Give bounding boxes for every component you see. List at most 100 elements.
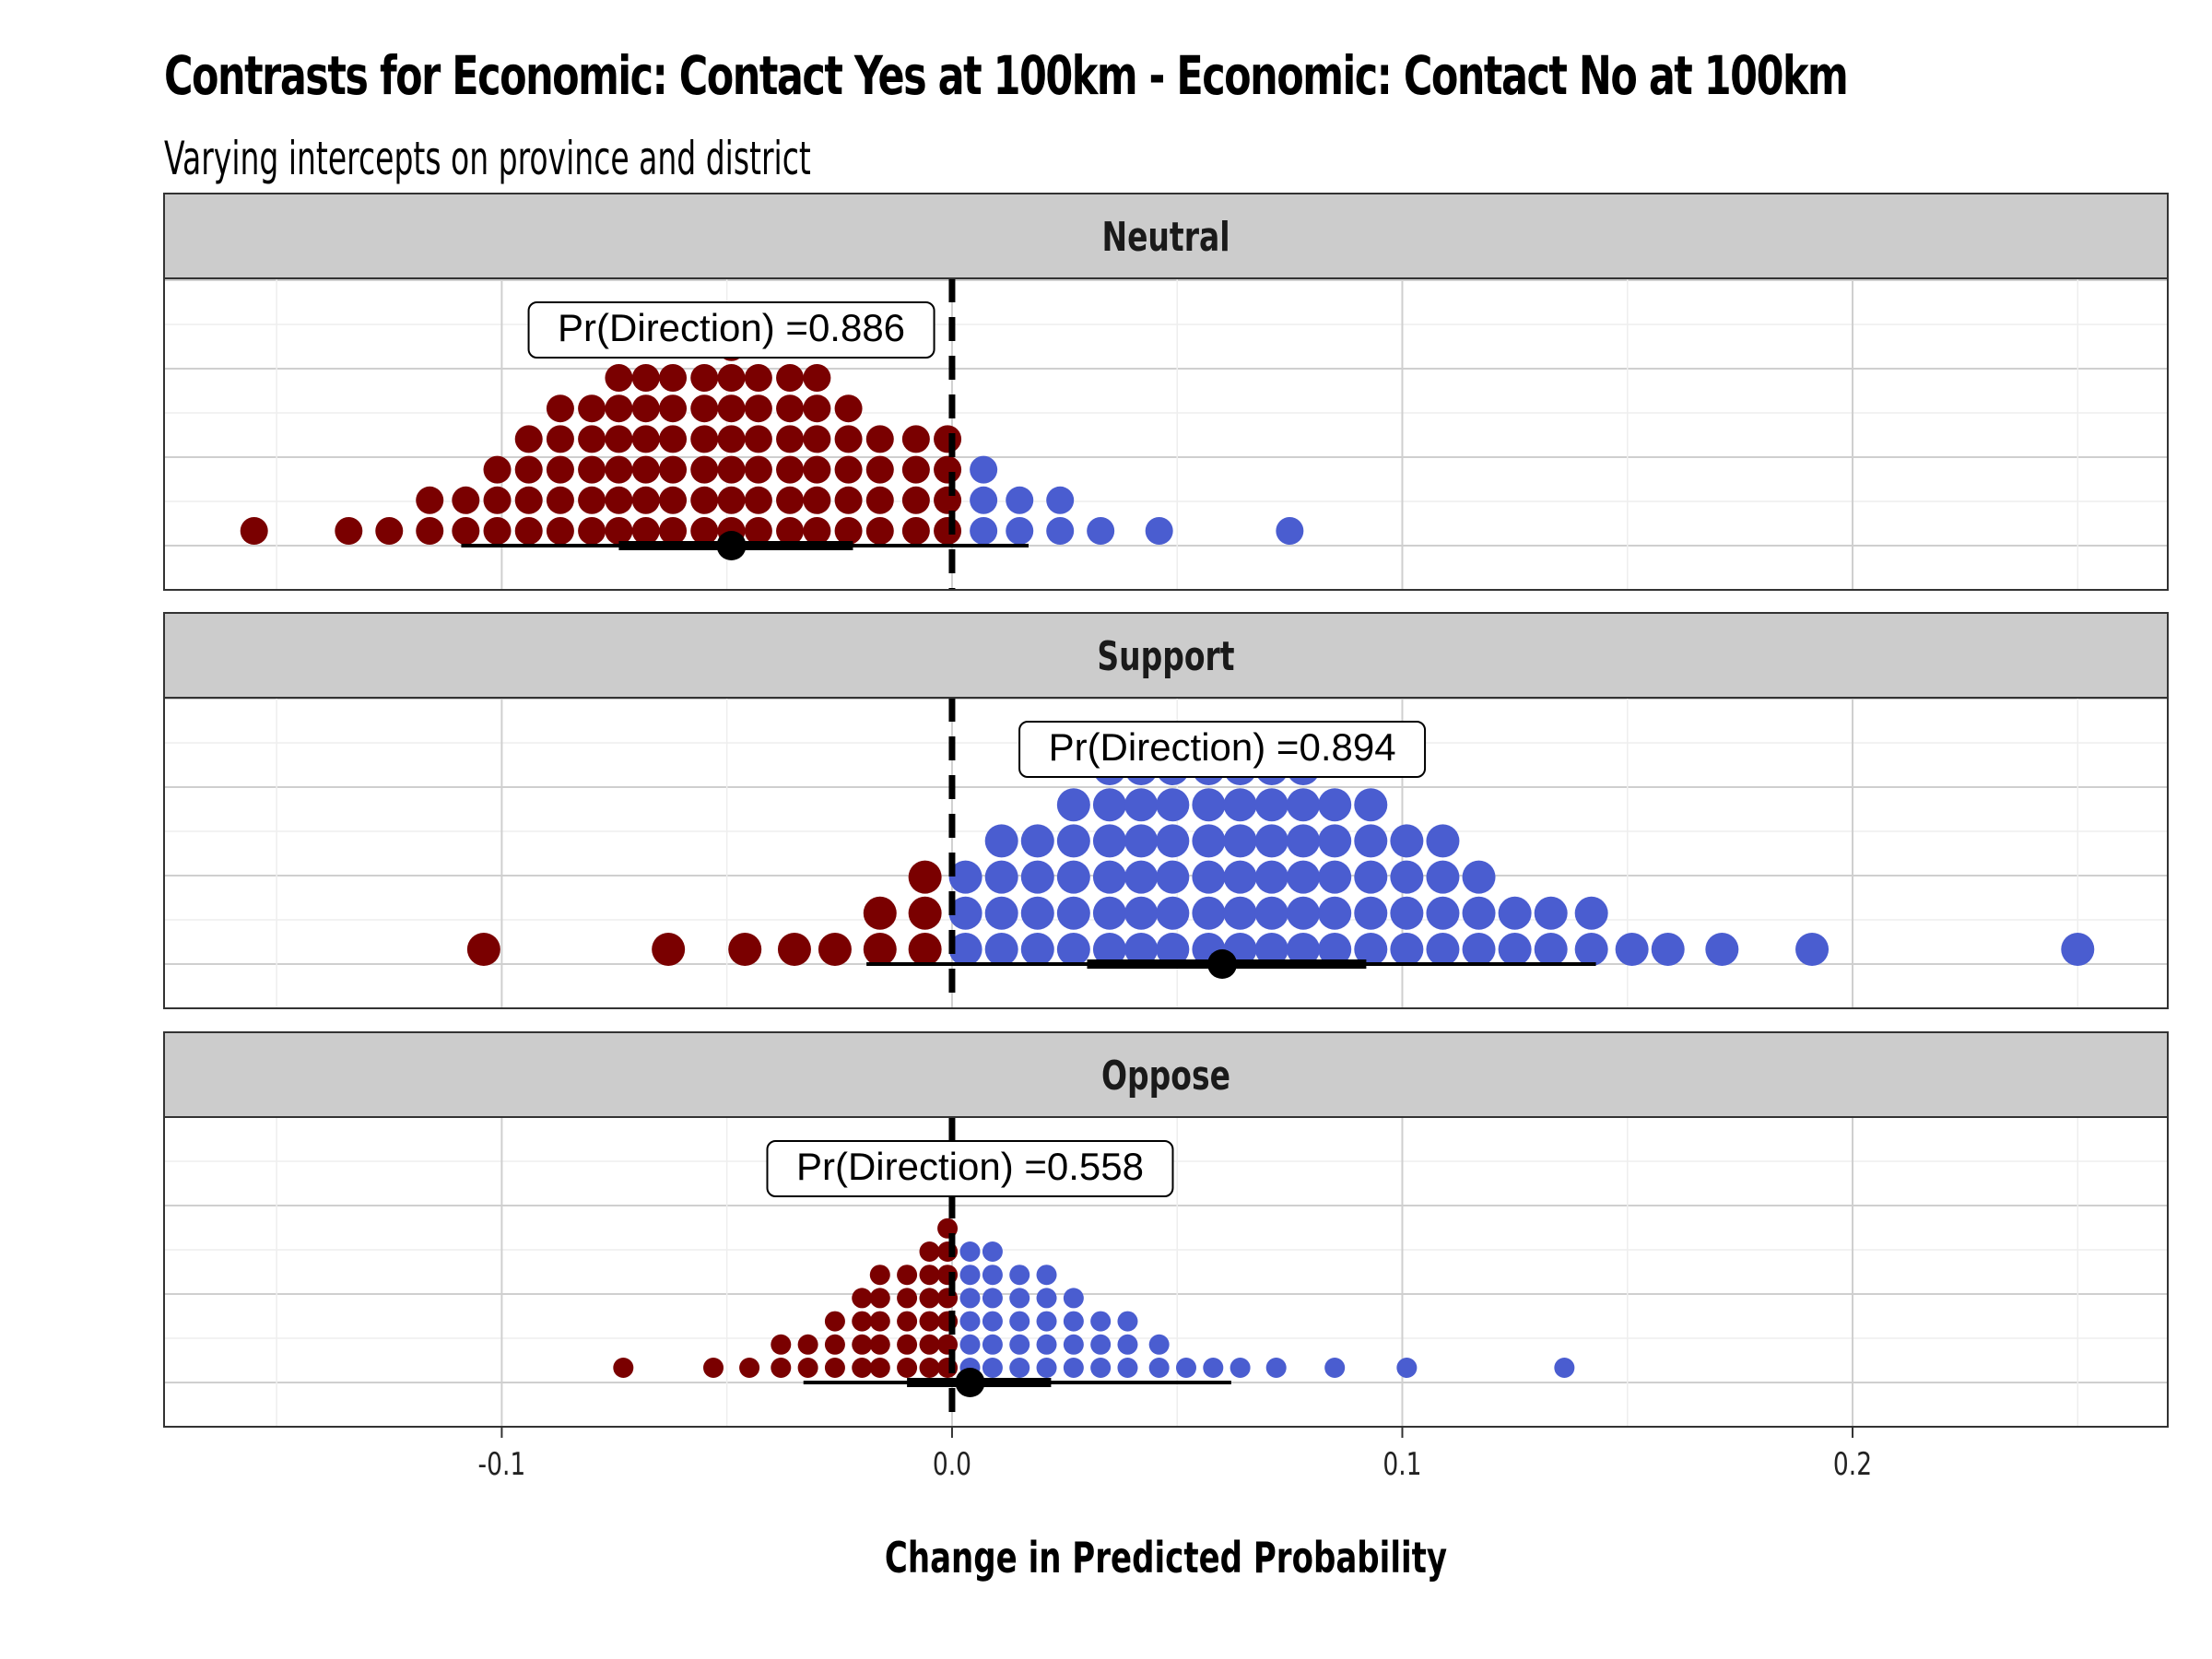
dot: [803, 364, 831, 392]
dot: [466, 933, 500, 966]
dot: [834, 394, 863, 423]
dot: [631, 517, 660, 545]
panel-border: [163, 697, 2169, 1009]
dot: [1354, 788, 1388, 822]
dot: [1426, 933, 1460, 966]
dot: [901, 455, 930, 484]
dot: [1287, 896, 1321, 930]
dot: [1651, 933, 1685, 966]
dot: [919, 1241, 940, 1262]
dot: [863, 933, 897, 966]
dot: [1020, 824, 1054, 858]
dot: [1287, 860, 1321, 894]
dot: [1156, 933, 1190, 966]
dot: [984, 896, 1018, 930]
dot: [1124, 824, 1159, 858]
dot: [1318, 824, 1352, 858]
facet-label: Support: [1097, 633, 1234, 680]
dot: [1092, 824, 1126, 858]
dot: [1554, 1358, 1575, 1378]
dot: [1056, 824, 1090, 858]
dot: [631, 364, 660, 392]
dot: [1117, 1311, 1138, 1332]
dot: [659, 455, 688, 484]
dot: [416, 517, 444, 545]
dot: [959, 1241, 981, 1262]
dot: [1124, 933, 1159, 966]
dot: [865, 486, 894, 514]
dot: [1498, 896, 1532, 930]
dot: [1254, 860, 1288, 894]
dot: [803, 517, 831, 545]
dot: [934, 425, 962, 453]
dot: [863, 896, 897, 930]
dot: [605, 425, 633, 453]
dot: [919, 1358, 940, 1378]
dot: [908, 896, 942, 930]
dot: [959, 1334, 981, 1355]
dot: [1192, 860, 1226, 894]
dot: [659, 364, 688, 392]
dot: [897, 1311, 918, 1332]
dot: [1063, 1358, 1084, 1378]
dot: [483, 517, 512, 545]
panel-border: [163, 1116, 2169, 1428]
dot: [717, 486, 746, 514]
dot: [934, 486, 962, 514]
dot: [728, 933, 762, 966]
dot: [1009, 1265, 1030, 1286]
dot: [1148, 1358, 1170, 1378]
dot: [717, 364, 746, 392]
dot: [1009, 1358, 1030, 1378]
dot: [1092, 860, 1126, 894]
dot: [1287, 788, 1321, 822]
x-tick-label: -0.1: [478, 1447, 526, 1483]
dot: [777, 933, 811, 966]
dot: [605, 455, 633, 484]
dot: [852, 1358, 873, 1378]
dot: [852, 1288, 873, 1309]
dot: [869, 1265, 890, 1286]
dot: [744, 425, 772, 453]
dot: [1090, 1334, 1112, 1355]
dot: [1020, 896, 1054, 930]
dot: [982, 1265, 1003, 1286]
dot: [834, 486, 863, 514]
dot: [578, 455, 606, 484]
dot: [1426, 896, 1460, 930]
dot: [901, 486, 930, 514]
dot: [1462, 933, 1496, 966]
point-estimate: [1207, 949, 1238, 979]
dot: [744, 394, 772, 423]
dot: [1156, 788, 1190, 822]
dot: [948, 860, 982, 894]
dot: [1498, 933, 1532, 966]
dot: [659, 425, 688, 453]
dot: [1534, 896, 1568, 930]
dot: [959, 1288, 981, 1309]
dot: [1009, 1288, 1030, 1309]
dot: [919, 1334, 940, 1355]
dot: [1223, 896, 1257, 930]
dot: [1534, 933, 1568, 966]
chart-title: Contrasts for Economic: Contact Yes at 1…: [164, 44, 1849, 107]
dot: [690, 364, 719, 392]
dot: [959, 1311, 981, 1332]
dot: [1462, 896, 1496, 930]
dot: [919, 1311, 940, 1332]
dot: [1036, 1311, 1057, 1332]
dot: [1092, 788, 1126, 822]
dot: [514, 517, 543, 545]
dot: [546, 486, 574, 514]
dot: [1318, 788, 1352, 822]
dot: [514, 425, 543, 453]
dot: [834, 425, 863, 453]
dot: [1192, 788, 1226, 822]
dot: [1063, 1334, 1084, 1355]
dot: [1046, 486, 1075, 514]
dot: [1156, 860, 1190, 894]
chart-subtitle: Varying intercepts on province and distr…: [164, 132, 811, 185]
dot: [1396, 1358, 1418, 1378]
dot: [970, 486, 998, 514]
dot: [1036, 1265, 1057, 1286]
